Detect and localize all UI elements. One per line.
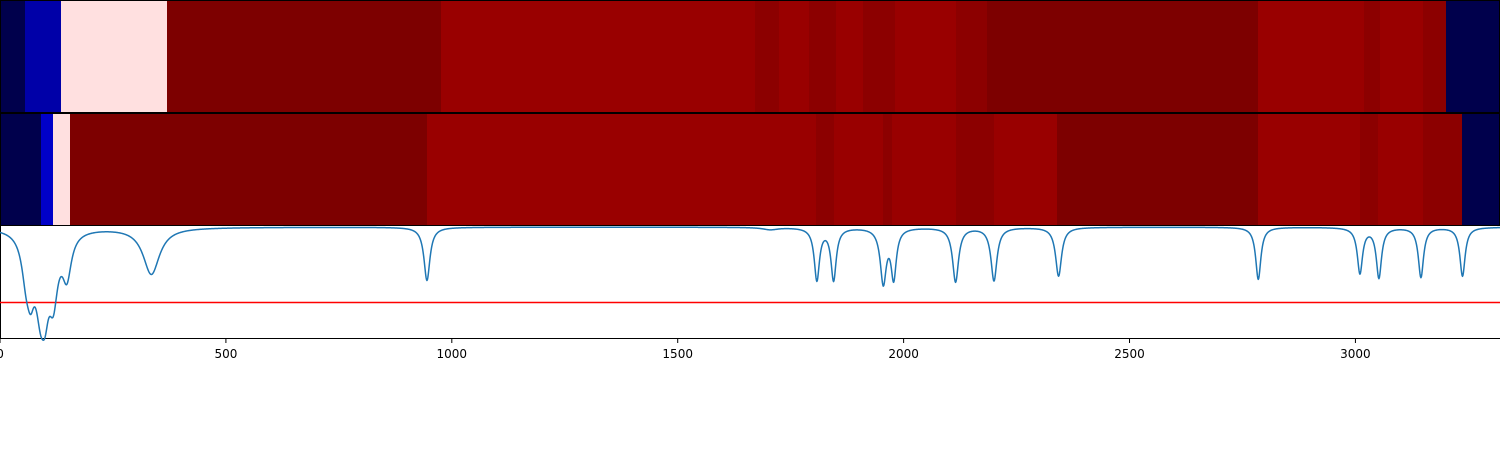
heatmap-top-cell-17: [1446, 1, 1500, 112]
heatmap-bottom-cell-3: [70, 114, 427, 225]
x-tick-label-0: 0: [0, 347, 4, 361]
heatmap-bottom-cell-0: [0, 114, 41, 225]
heatmap-top-cell-10: [895, 1, 956, 112]
heatmap-bottom-cell-15: [1423, 114, 1462, 225]
heatmap-bottom-cell-12: [1258, 114, 1360, 225]
heatmap-top-cell-7: [809, 1, 836, 112]
heatmap-top-cell-12: [987, 1, 1258, 112]
x-tick-label-1500: 1500: [662, 347, 693, 361]
heatmap-bottom-cell-2: [53, 114, 70, 225]
line-plot: 0 500 1000 1500 2000 2500 3000: [0, 226, 1500, 361]
x-tick-label-2500: 2500: [1114, 347, 1145, 361]
heatmap-bottom-cell-16: [1462, 114, 1500, 225]
heatmap-bottom-cell-5: [816, 114, 834, 225]
heatmap-bottom-cell-8: [892, 114, 956, 225]
heatmap-top-cell-11: [956, 1, 987, 112]
heatmap-top-cell-8: [836, 1, 863, 112]
heatmap-top-cell-2: [61, 1, 167, 112]
heatmap-bottom-cell-10: [994, 114, 1057, 225]
heatmap-bottom-cell-1: [41, 114, 53, 225]
heatmap-top: [0, 1, 1500, 112]
heatmap-bottom-cell-13: [1360, 114, 1378, 225]
heatmap-bottom-cell-7: [883, 114, 892, 225]
heatmap-top-cell-14: [1364, 1, 1380, 112]
series-line: [0, 226, 1500, 341]
heatmap-top-cell-0: [0, 1, 25, 112]
x-tick-label-2000: 2000: [888, 347, 919, 361]
heatmap-bottom-cell-14: [1378, 114, 1423, 225]
heatmap-top-cell-1: [25, 1, 61, 112]
heatmap-top-cell-4: [441, 1, 755, 112]
heatmap-top-cell-5: [755, 1, 779, 112]
heatmap-top-cell-9: [863, 1, 895, 112]
x-tick-label-1000: 1000: [437, 347, 468, 361]
heatmap-bottom: [0, 114, 1500, 225]
heatmap-bottom-cell-4: [427, 114, 816, 225]
heatmap-bottom-cell-11: [1057, 114, 1258, 225]
heatmap-top-cell-13: [1258, 1, 1364, 112]
heatmap-top-cell-15: [1380, 1, 1423, 112]
x-tick-label-500: 500: [214, 347, 237, 361]
heatmap-top-cell-3: [167, 1, 441, 112]
heatmap-bottom-cell-6: [834, 114, 883, 225]
x-tick-label-3000: 3000: [1340, 347, 1371, 361]
heatmap-top-cell-6: [779, 1, 809, 112]
heatmap-top-cell-16: [1423, 1, 1446, 112]
heatmap-bottom-cell-9: [956, 114, 994, 225]
